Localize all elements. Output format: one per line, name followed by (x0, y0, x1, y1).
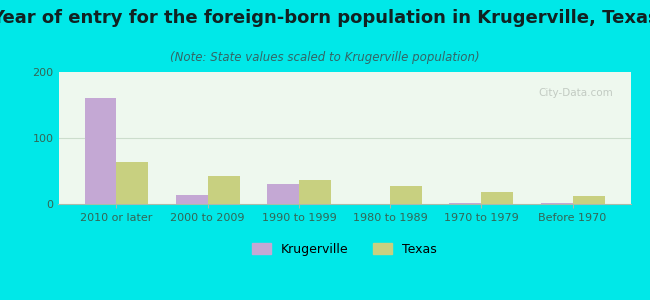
Bar (176, 195, 207, 204)
Bar (573, 196, 604, 204)
Bar (482, 192, 514, 204)
Bar (116, 162, 148, 204)
Bar (267, 184, 299, 204)
Legend: Krugerville, Texas: Krugerville, Texas (247, 238, 442, 261)
Text: City-Data.com: City-Data.com (539, 88, 614, 98)
Bar (390, 185, 422, 204)
Bar (541, 203, 573, 204)
Bar (207, 176, 240, 204)
Text: Year of entry for the foreign-born population in Krugerville, Texas: Year of entry for the foreign-born popul… (0, 9, 650, 27)
Bar (449, 203, 482, 204)
Text: (Note: State values scaled to Krugerville population): (Note: State values scaled to Krugervill… (170, 51, 480, 64)
Bar (299, 180, 331, 204)
Bar (84, 98, 116, 204)
